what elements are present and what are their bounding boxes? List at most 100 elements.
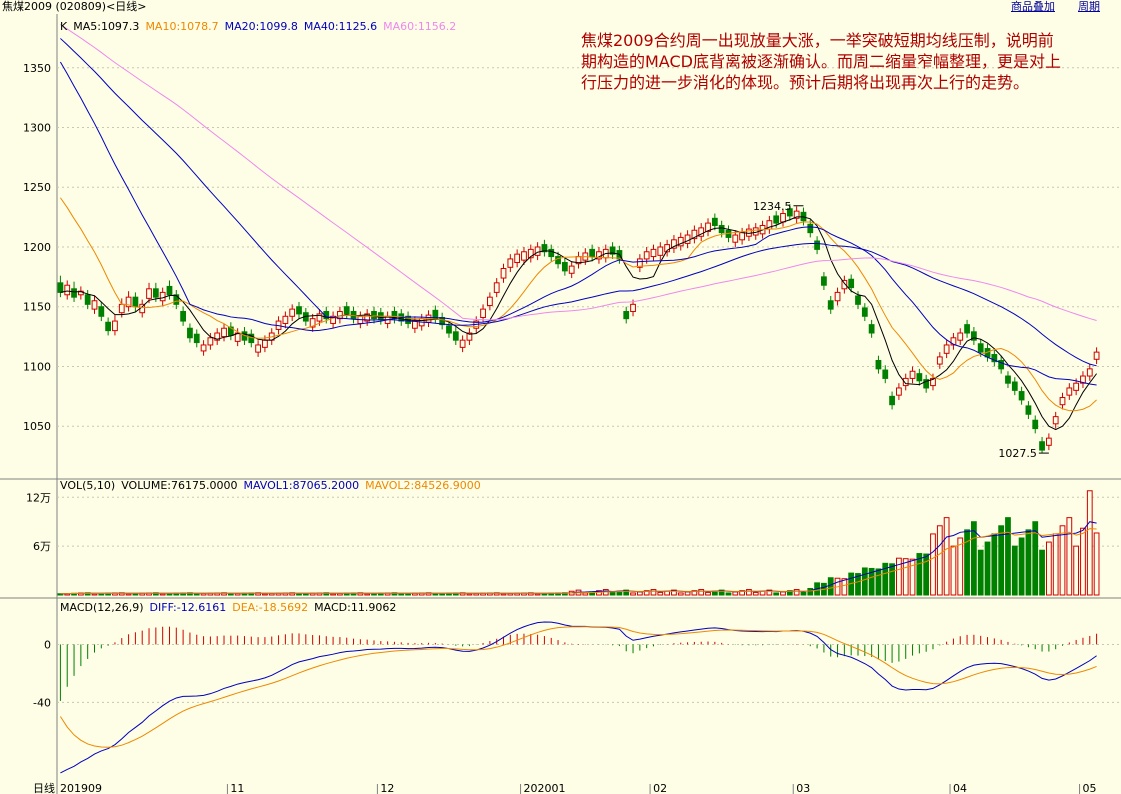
macd-legend: MACD(12,26,9) DIFF:-12.6161 DEA:-18.5692 MA… bbox=[60, 601, 402, 615]
volume-bar bbox=[964, 529, 970, 596]
volume-bar bbox=[793, 589, 800, 596]
volume-bar bbox=[1059, 525, 1066, 596]
volume-bar bbox=[643, 590, 650, 596]
candle bbox=[548, 248, 555, 258]
candle bbox=[112, 320, 118, 332]
candle bbox=[923, 379, 930, 389]
x-tick-label: 03 bbox=[796, 782, 810, 794]
volume-bar bbox=[664, 590, 671, 596]
candle bbox=[936, 356, 943, 365]
candle bbox=[1025, 405, 1032, 415]
volume-bar bbox=[773, 592, 780, 596]
macd-tick-label: 0 bbox=[44, 638, 51, 651]
candle bbox=[343, 306, 350, 315]
y-tick-label: 1350 bbox=[23, 62, 51, 75]
candle bbox=[957, 332, 964, 341]
candle bbox=[684, 234, 691, 244]
candle bbox=[623, 311, 630, 320]
candle bbox=[970, 331, 977, 341]
candle bbox=[882, 369, 889, 379]
volume-bar bbox=[902, 558, 909, 596]
candle bbox=[868, 324, 875, 334]
period-link[interactable]: 周期 bbox=[1078, 0, 1100, 13]
volume-bar bbox=[630, 592, 636, 596]
candle bbox=[841, 279, 848, 290]
volume-bar bbox=[909, 558, 916, 596]
volume-bar bbox=[671, 589, 677, 596]
candle bbox=[589, 248, 596, 258]
candle bbox=[125, 296, 132, 308]
volume-bar bbox=[623, 589, 630, 596]
volume-bar bbox=[691, 590, 698, 596]
x-tick-label: 日线 bbox=[33, 781, 55, 794]
candle bbox=[296, 306, 302, 315]
candle bbox=[480, 308, 486, 318]
candle bbox=[1059, 397, 1066, 406]
volume-bar bbox=[800, 591, 807, 596]
candle bbox=[630, 303, 636, 313]
macd-item: DIFF:-12.6161 bbox=[149, 601, 227, 614]
commodity-overlay-link[interactable]: 商品叠加 bbox=[1011, 0, 1055, 13]
candle bbox=[827, 300, 834, 310]
volume-bar bbox=[466, 593, 473, 596]
volume-bar bbox=[1011, 545, 1018, 596]
candle bbox=[71, 288, 77, 298]
volume-bar bbox=[1052, 533, 1059, 596]
volume-bar bbox=[677, 592, 684, 596]
candle bbox=[909, 370, 916, 379]
candle bbox=[1086, 368, 1093, 377]
price-legend: K MA5:1097.3 MA10:1078.7 MA20:1099.8 MA40:11… bbox=[60, 20, 462, 34]
volume-bar bbox=[936, 525, 943, 596]
candle bbox=[943, 344, 950, 354]
candle bbox=[371, 311, 377, 320]
candle bbox=[671, 239, 677, 249]
high-label: 1234.5 bbox=[753, 200, 792, 213]
title-bar: 焦煤2009 (020809)<日线> 商品叠加 周期 bbox=[0, 0, 1121, 14]
candle bbox=[780, 213, 786, 223]
candle bbox=[64, 284, 71, 296]
volume-bar bbox=[977, 549, 984, 596]
candle bbox=[152, 288, 159, 298]
ma60-line bbox=[60, 24, 1097, 322]
volume-bar bbox=[636, 591, 643, 596]
price-item: MA10:1078.7 bbox=[145, 20, 219, 33]
macd-item: DEA:-18.5692 bbox=[232, 601, 309, 614]
chart-title: 焦煤2009 (020809)<日线> bbox=[2, 0, 147, 13]
candle bbox=[732, 234, 739, 243]
volume-bar bbox=[1066, 517, 1073, 596]
candle bbox=[848, 278, 855, 289]
volume-bar bbox=[1093, 532, 1100, 596]
candle bbox=[664, 244, 671, 253]
candle bbox=[248, 333, 255, 344]
candle bbox=[91, 300, 98, 310]
volume-bar bbox=[534, 593, 541, 596]
candle bbox=[452, 331, 459, 341]
x-tick-label: 202001 bbox=[524, 782, 566, 794]
y-tick-label: 1100 bbox=[23, 360, 51, 373]
volume-bar bbox=[1073, 545, 1080, 596]
candle bbox=[698, 227, 705, 237]
volume-bar bbox=[698, 589, 705, 596]
candle bbox=[718, 224, 725, 234]
volume-bar bbox=[991, 533, 998, 596]
candle bbox=[514, 253, 521, 264]
candle bbox=[214, 332, 221, 341]
candle bbox=[173, 294, 180, 305]
volume-bar bbox=[780, 591, 786, 596]
volume-bar bbox=[807, 587, 814, 596]
candle bbox=[821, 276, 827, 286]
candle bbox=[1039, 441, 1045, 451]
chart-canvas[interactable]: 1050 1100 1150 1200 1250 1300 1350 1234.5 1027.5… bbox=[0, 14, 1121, 794]
volume-bar bbox=[1080, 527, 1086, 596]
volume-bar bbox=[732, 591, 739, 596]
candle bbox=[991, 354, 998, 363]
candle bbox=[534, 246, 541, 256]
candle bbox=[221, 327, 227, 338]
candle bbox=[902, 377, 909, 387]
volume-bar bbox=[91, 593, 98, 596]
volume-bar bbox=[609, 591, 616, 596]
candle bbox=[1066, 387, 1073, 396]
volume-bar bbox=[896, 557, 902, 596]
candle bbox=[1073, 382, 1080, 391]
candle bbox=[977, 343, 984, 353]
